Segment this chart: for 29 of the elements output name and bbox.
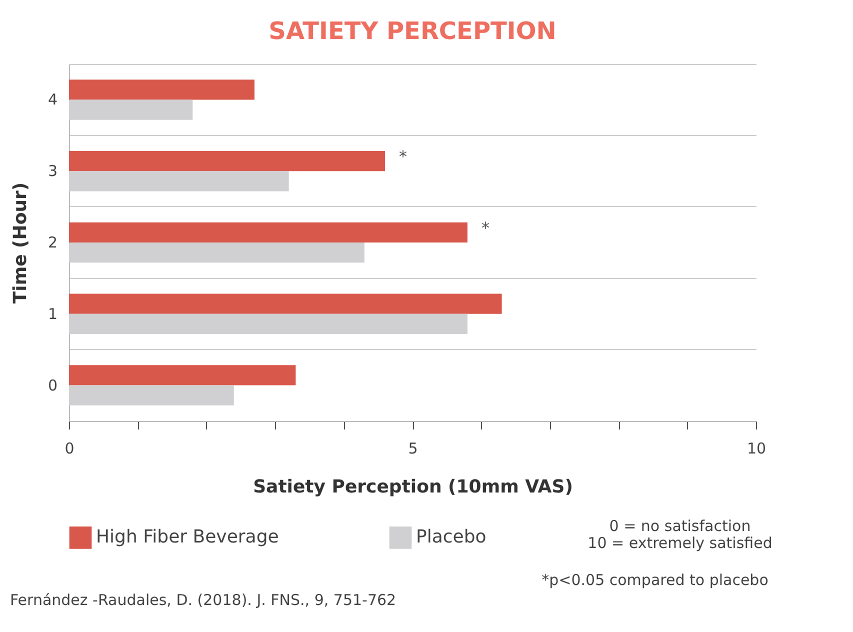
bar [69, 242, 364, 263]
text: 0 = no satisfaction [609, 517, 751, 535]
x-tick-label: 0 [64, 440, 74, 458]
bar [69, 80, 254, 100]
text: *p<0.05 compared to placebo [542, 571, 768, 589]
bar [69, 365, 296, 386]
y-tick-label: 4 [48, 90, 58, 109]
y-tick-label: 0 [48, 376, 58, 394]
bar [69, 294, 502, 314]
x-tick-label: 10 [746, 440, 766, 458]
y-tick-label: 1 [48, 304, 58, 323]
bar [69, 171, 289, 192]
text: 10 = extremely satisfied [588, 534, 772, 552]
x-axis-title: Satiety Perception (10mm VAS) [253, 476, 573, 498]
bar [69, 222, 468, 242]
y-tick-label: 2 [48, 234, 58, 252]
x-tick-label: 5 [408, 440, 418, 458]
text: Fernández -Raudales, D. (2018). J. FNS., 9, 751-762 [10, 591, 396, 609]
bar [69, 150, 386, 172]
annotation: * [481, 218, 490, 238]
legend-label: Placebo [416, 526, 486, 548]
bar [69, 314, 468, 334]
bar [69, 100, 193, 120]
y-axis-title: Time (Hour) [10, 182, 31, 304]
y-tick-label: 3 [48, 162, 58, 180]
annotation: * [399, 147, 408, 166]
chart-title: SATIETY PERCEPTION [268, 17, 556, 45]
bar [69, 385, 234, 406]
legend-label: High Fiber Beverage [96, 526, 279, 548]
